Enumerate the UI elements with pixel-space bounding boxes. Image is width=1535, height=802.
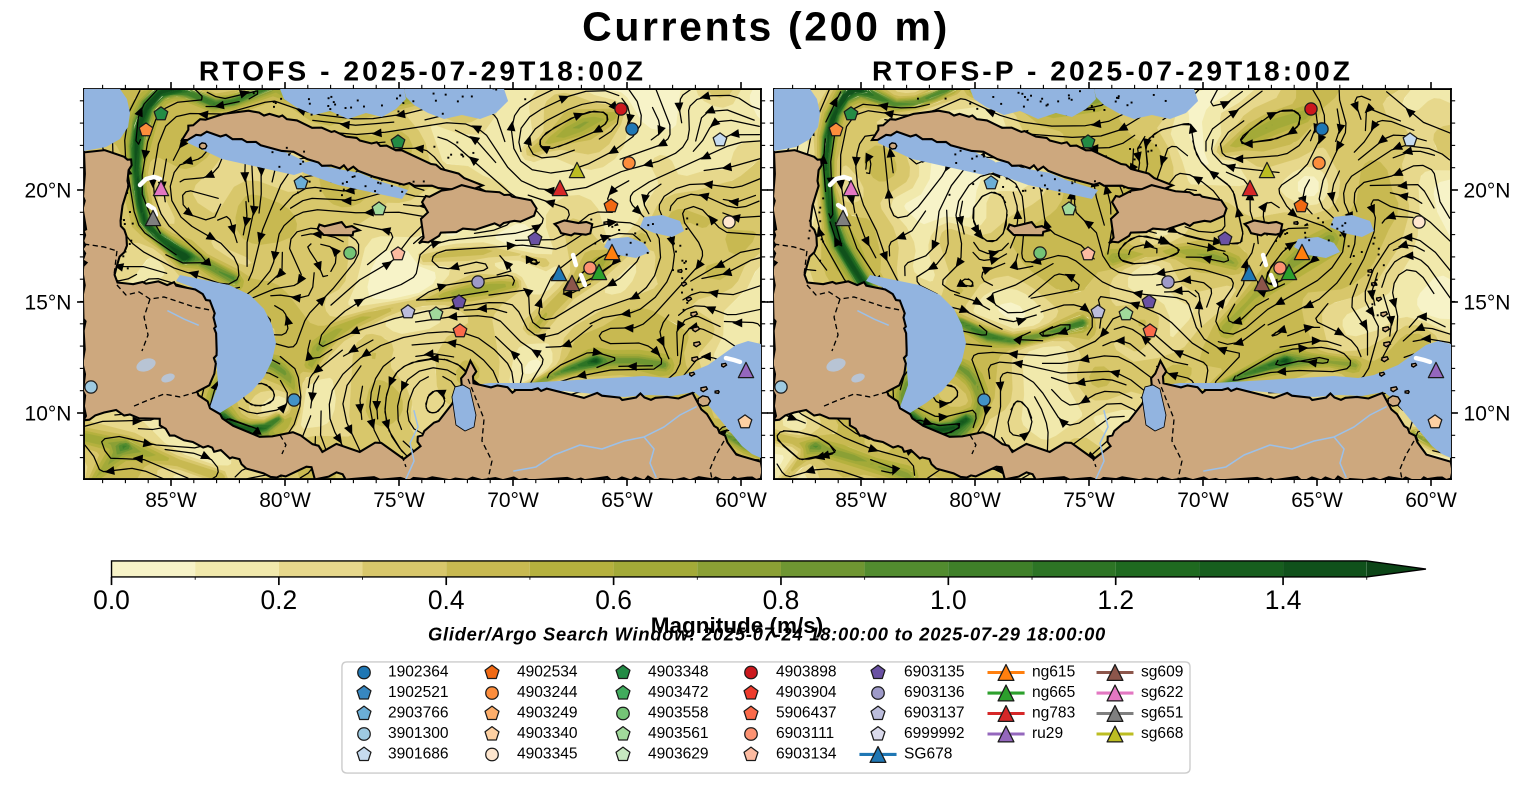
svg-text:4903898: 4903898 (776, 664, 837, 681)
svg-text:RTOFS - 2025-07-29T18:00Z: RTOFS - 2025-07-29T18:00Z (199, 54, 646, 86)
svg-text:0.8: 0.8 (763, 585, 800, 615)
svg-text:ng615: ng615 (1032, 664, 1075, 681)
svg-text:6903134: 6903134 (776, 746, 837, 763)
svg-text:ru29: ru29 (1032, 725, 1063, 742)
svg-text:4903340: 4903340 (517, 725, 578, 742)
svg-text:4902534: 4902534 (517, 664, 578, 681)
svg-text:6903111: 6903111 (776, 725, 834, 742)
svg-text:4903561: 4903561 (648, 725, 709, 742)
svg-text:6999992: 6999992 (904, 725, 965, 742)
svg-text:10°N: 10°N (1464, 403, 1511, 426)
svg-text:SG678: SG678 (904, 746, 952, 763)
svg-text:0.6: 0.6 (595, 585, 632, 615)
svg-text:85°W: 85°W (835, 489, 887, 512)
svg-text:6903135: 6903135 (904, 664, 965, 681)
svg-text:1.2: 1.2 (1097, 585, 1134, 615)
svg-text:sg668: sg668 (1141, 725, 1183, 742)
svg-text:60°W: 60°W (715, 489, 767, 512)
svg-text:sg651: sg651 (1141, 705, 1183, 722)
svg-text:85°W: 85°W (145, 489, 197, 512)
svg-text:80°W: 80°W (949, 489, 1001, 512)
svg-text:4903904: 4903904 (776, 684, 837, 701)
svg-text:5906437: 5906437 (776, 705, 837, 722)
svg-text:1.4: 1.4 (1265, 585, 1302, 615)
svg-text:ng783: ng783 (1032, 705, 1075, 722)
svg-text:1902521: 1902521 (388, 684, 449, 701)
svg-text:ng665: ng665 (1032, 684, 1075, 701)
svg-text:0.0: 0.0 (93, 585, 130, 615)
svg-text:4903629: 4903629 (648, 746, 709, 763)
svg-text:3901300: 3901300 (388, 725, 449, 742)
svg-text:20°N: 20°N (1464, 180, 1511, 203)
svg-text:RTOFS-P - 2025-07-29T18:00Z: RTOFS-P - 2025-07-29T18:00Z (872, 54, 1353, 86)
svg-text:sg609: sg609 (1141, 664, 1183, 681)
svg-text:0.2: 0.2 (261, 585, 298, 615)
svg-text:60°W: 60°W (1405, 489, 1457, 512)
svg-text:Magnitude (m/s): Magnitude (m/s) (651, 613, 823, 638)
svg-text:4903244: 4903244 (517, 684, 578, 701)
svg-text:4903472: 4903472 (648, 684, 709, 701)
svg-text:10°N: 10°N (25, 403, 72, 426)
svg-text:70°W: 70°W (1177, 489, 1229, 512)
svg-text:65°W: 65°W (601, 489, 653, 512)
svg-text:70°W: 70°W (487, 489, 539, 512)
svg-text:75°W: 75°W (373, 489, 425, 512)
svg-text:2903766: 2903766 (388, 705, 449, 722)
svg-text:1.0: 1.0 (930, 585, 967, 615)
svg-text:sg622: sg622 (1141, 684, 1183, 701)
svg-text:0.4: 0.4 (428, 585, 465, 615)
svg-text:3901686: 3901686 (388, 746, 449, 763)
svg-text:4903249: 4903249 (517, 705, 578, 722)
svg-text:65°W: 65°W (1291, 489, 1343, 512)
svg-text:6903136: 6903136 (904, 684, 965, 701)
svg-text:Glider/Argo Search Window: 202: Glider/Argo Search Window: 2025-07-24 18… (428, 624, 1106, 645)
svg-text:75°W: 75°W (1063, 489, 1115, 512)
svg-text:4903558: 4903558 (648, 705, 709, 722)
svg-text:20°N: 20°N (25, 180, 72, 203)
svg-text:15°N: 15°N (25, 292, 72, 315)
svg-text:1902364: 1902364 (388, 664, 449, 681)
svg-text:80°W: 80°W (259, 489, 311, 512)
svg-text:6903137: 6903137 (904, 705, 965, 722)
svg-text:Currents (200 m): Currents (200 m) (582, 4, 950, 50)
svg-text:4903348: 4903348 (648, 664, 709, 681)
svg-text:15°N: 15°N (1464, 292, 1511, 315)
svg-text:4903345: 4903345 (517, 746, 578, 763)
